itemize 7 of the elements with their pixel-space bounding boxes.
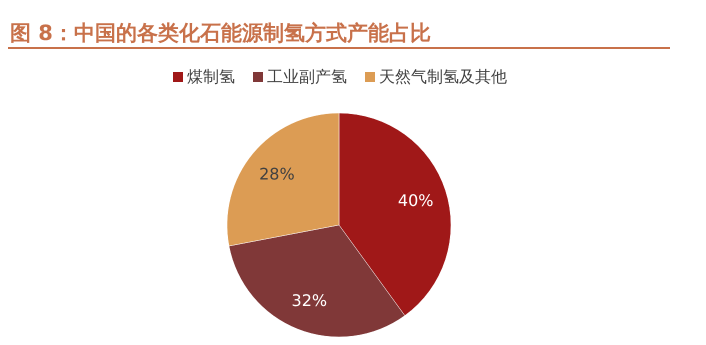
legend-label: 工业副产氢 bbox=[267, 67, 347, 86]
data-label: 28% bbox=[259, 164, 295, 184]
data-label: 32% bbox=[292, 290, 328, 310]
data-label: 40% bbox=[398, 191, 434, 210]
chart-title: 图 8：中国的各类化石能源制氢方式产能占比 bbox=[10, 21, 431, 45]
legend-label: 煤制氢 bbox=[187, 67, 235, 86]
legend-label: 天然气制氢及其他 bbox=[379, 67, 507, 86]
